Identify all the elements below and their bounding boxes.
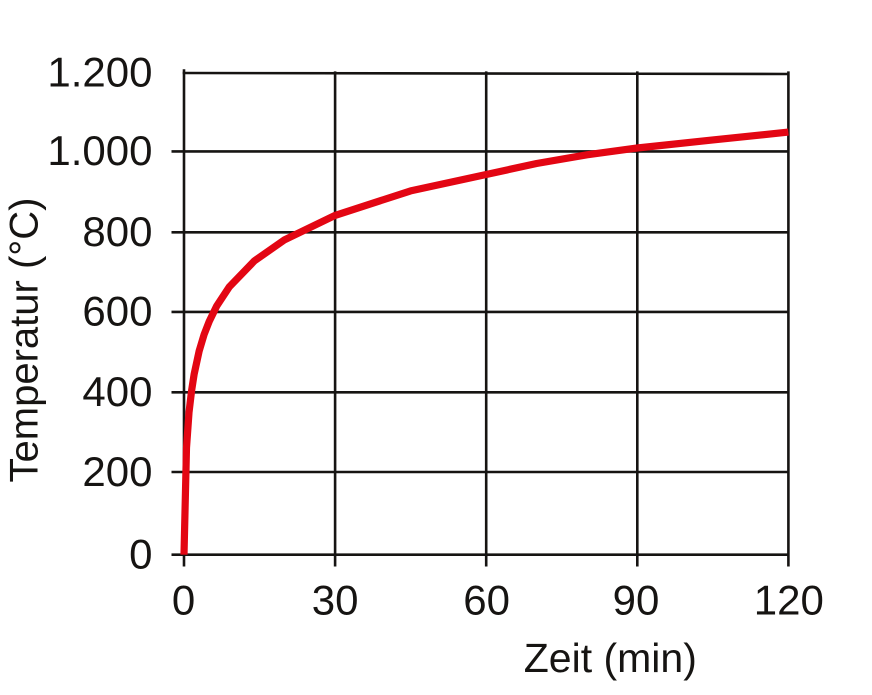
svg-text:0: 0 — [172, 577, 195, 624]
svg-text:Zeit (min): Zeit (min) — [524, 635, 697, 681]
svg-text:90: 90 — [613, 577, 660, 624]
svg-text:120: 120 — [754, 577, 824, 624]
svg-text:600: 600 — [82, 288, 152, 335]
svg-text:1.000: 1.000 — [47, 127, 152, 174]
svg-text:Temperatur (°C): Temperatur (°C) — [3, 198, 47, 483]
svg-text:0: 0 — [129, 531, 152, 578]
svg-text:800: 800 — [82, 208, 152, 255]
svg-text:200: 200 — [82, 448, 152, 495]
svg-text:30: 30 — [312, 577, 359, 624]
svg-text:400: 400 — [82, 368, 152, 415]
svg-text:1.200: 1.200 — [47, 49, 152, 96]
svg-text:60: 60 — [463, 577, 510, 624]
